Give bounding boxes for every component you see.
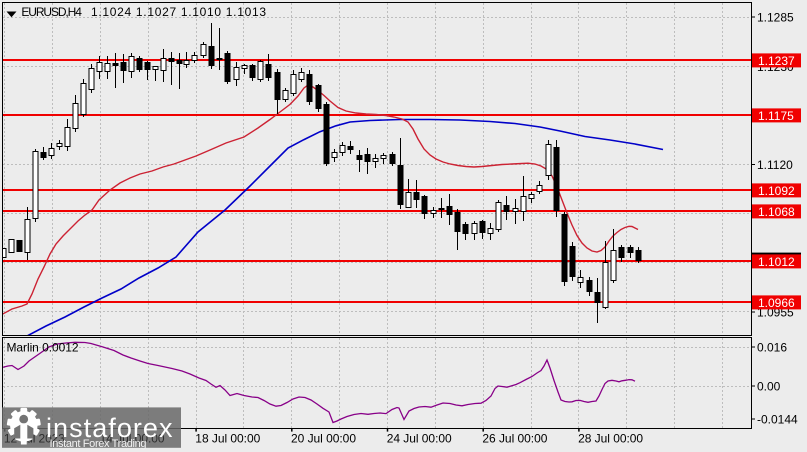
svg-text:-0.0144: -0.0144: [757, 413, 798, 427]
svg-text:1.1024 1.1027 1.1010 1.1013: 1.1024 1.1027 1.1010 1.1013: [91, 5, 266, 19]
svg-text:1.1120: 1.1120: [757, 158, 793, 172]
svg-text:20 Jul 00:00: 20 Jul 00:00: [291, 432, 356, 446]
svg-text:1.1237: 1.1237: [758, 54, 795, 68]
svg-text:26 Jul 00:00: 26 Jul 00:00: [482, 432, 547, 446]
svg-text:18 Jul 00:00: 18 Jul 00:00: [195, 432, 260, 446]
svg-text:0.00: 0.00: [757, 380, 781, 394]
svg-text:Instant Forex Trading: Instant Forex Trading: [50, 438, 147, 450]
svg-text:1.1012: 1.1012: [758, 255, 795, 269]
svg-text:1.1068: 1.1068: [758, 205, 795, 219]
svg-text:EURUSD,H4: EURUSD,H4: [21, 5, 82, 19]
svg-text:1.0966: 1.0966: [758, 296, 795, 310]
svg-text:1.1175: 1.1175: [758, 109, 794, 123]
svg-text:24 Jul 00:00: 24 Jul 00:00: [387, 432, 452, 446]
svg-text:14 Jul 00:00: 14 Jul 00:00: [100, 432, 165, 446]
svg-text:1.1285: 1.1285: [757, 11, 794, 25]
svg-text:0.016: 0.016: [757, 341, 787, 355]
svg-text:1.1092: 1.1092: [758, 184, 795, 198]
svg-text:instaforex: instaforex: [46, 413, 173, 443]
svg-text:Marlin 0.0012: Marlin 0.0012: [7, 341, 79, 355]
svg-text:28 Jul 00:00: 28 Jul 00:00: [578, 432, 643, 446]
